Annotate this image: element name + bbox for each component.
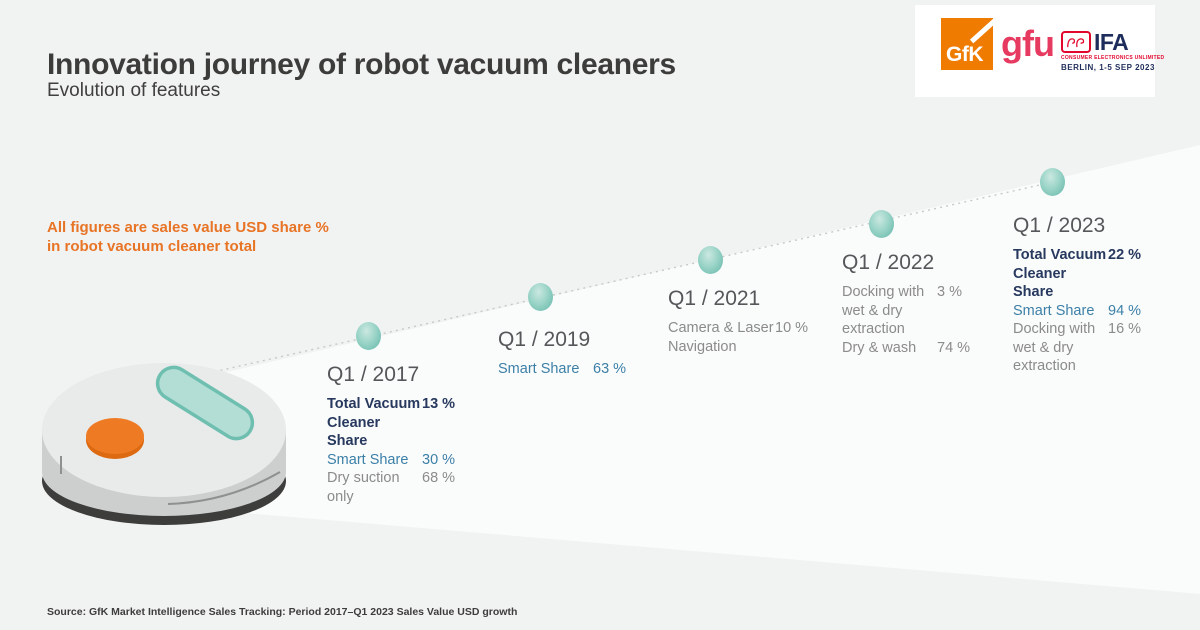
milestone-dot-2019 [528,283,553,311]
metric-label: Camera & Laser Navigation [668,320,774,355]
metric-value: 30 % [422,451,456,468]
gfu-logo: gfu [1001,23,1055,64]
robot-vacuum-illustration [42,363,286,525]
source-note: Source: GfK Market Intelligence Sales Tr… [47,606,518,618]
milestone-period: Q1 / 2022 [842,251,935,274]
metric-row: Total Vacuum Cleaner Share 13 % [327,395,492,451]
vacuum-orange-button-icon [86,418,144,454]
metric-row: Smart Share 63 % [498,360,663,379]
milestone-dot-2023 [1040,168,1065,196]
ifa-logo: IFA CONSUMER ELECTRONICS UNLIMITED BERLI… [1061,29,1165,72]
gfk-logo: GfK [941,18,993,70]
ifa-faces-icon [1061,31,1091,53]
ifa-face-glyph [1067,37,1085,47]
metric-row: Smart Share 30 % [327,451,492,470]
metric-label: Total Vacuum Cleaner Share [1013,247,1107,300]
metric-value: 68 % [422,470,456,486]
gfk-slash-icon [969,18,993,44]
metric-label: Smart Share [327,451,409,468]
milestone-dot-2017 [356,322,381,350]
metric-value: 10 % [775,320,809,336]
milestone-2022: Q1 / 2022 Docking with wet & dry extract… [842,251,1007,357]
metric-value: 13 % [422,396,456,412]
annotation-line-1: All figures are sales value USD share % [47,219,329,236]
metric-label: Dry & wash [842,339,917,356]
milestone-2019: Q1 / 2019 Smart Share 63 % [498,328,663,379]
ifa-logo-row: IFA [1061,29,1151,55]
ifa-tagline: CONSUMER ELECTRONICS UNLIMITED [1061,55,1165,61]
milestone-period: Q1 / 2019 [498,328,591,351]
metric-row: Smart Share 94 % [1013,302,1178,321]
vacuum-seam-line [167,471,281,505]
metric-label: Smart Share [1013,302,1095,319]
metric-label: Smart Share [498,361,580,377]
metric-row: Camera & Laser Navigation 10 % [668,319,833,356]
vacuum-teal-handle [155,365,255,441]
milestone-2017: Q1 / 2017 Total Vacuum Cleaner Share 13 … [327,363,492,506]
metric-label: Total Vacuum Cleaner Share [327,396,421,449]
milestone-period: Q1 / 2017 [327,363,420,386]
milestone-period: Q1 / 2023 [1013,214,1106,237]
page-subtitle: Evolution of features [47,80,221,101]
milestone-2021: Q1 / 2021 Camera & Laser Navigation 10 % [668,287,833,356]
metric-value: 63 % [593,361,627,377]
metric-value: 16 % [1108,321,1142,337]
ifa-logo-text: IFA [1094,29,1129,55]
metric-label: Docking with wet & dry extraction [842,284,925,337]
metric-value: 3 % [937,284,962,300]
metric-value: 74 % [937,339,971,356]
page-title: Innovation journey of robot vacuum clean… [47,48,676,82]
metric-row: Total Vacuum Cleaner Share 22 % [1013,246,1178,302]
metric-row: Dry & wash 74 % [842,339,1007,358]
metric-row: Dry suction only 68 % [327,469,492,506]
milestone-period: Q1 / 2021 [668,287,761,310]
metric-value: 22 % [1108,247,1142,263]
annotation-note: All figures are sales value USD share % … [47,218,329,256]
gfk-logo-text: GfK [946,43,984,66]
logo-panel: GfK gfu IFA CONSUMER ELECTRONICS UNLIMIT… [915,5,1165,97]
timeline-dotted-line [159,181,1054,385]
metric-value: 94 % [1108,302,1142,319]
milestone-dot-2022 [869,210,894,238]
metric-label: Docking with wet & dry extraction [1013,321,1096,374]
metric-row: Docking with wet & dry extraction 3 % [842,283,1007,339]
metric-label: Dry suction only [327,470,400,505]
light-beam [150,145,1200,594]
ifa-date: BERLIN, 1-5 SEP 2023 [1061,63,1155,72]
milestone-2023: Q1 / 2023 Total Vacuum Cleaner Share 22 … [1013,214,1178,376]
metric-row: Docking with wet & dry extraction 16 % [1013,320,1178,376]
annotation-line-2: in robot vacuum cleaner total [47,238,257,255]
milestone-dot-2021 [698,246,723,274]
